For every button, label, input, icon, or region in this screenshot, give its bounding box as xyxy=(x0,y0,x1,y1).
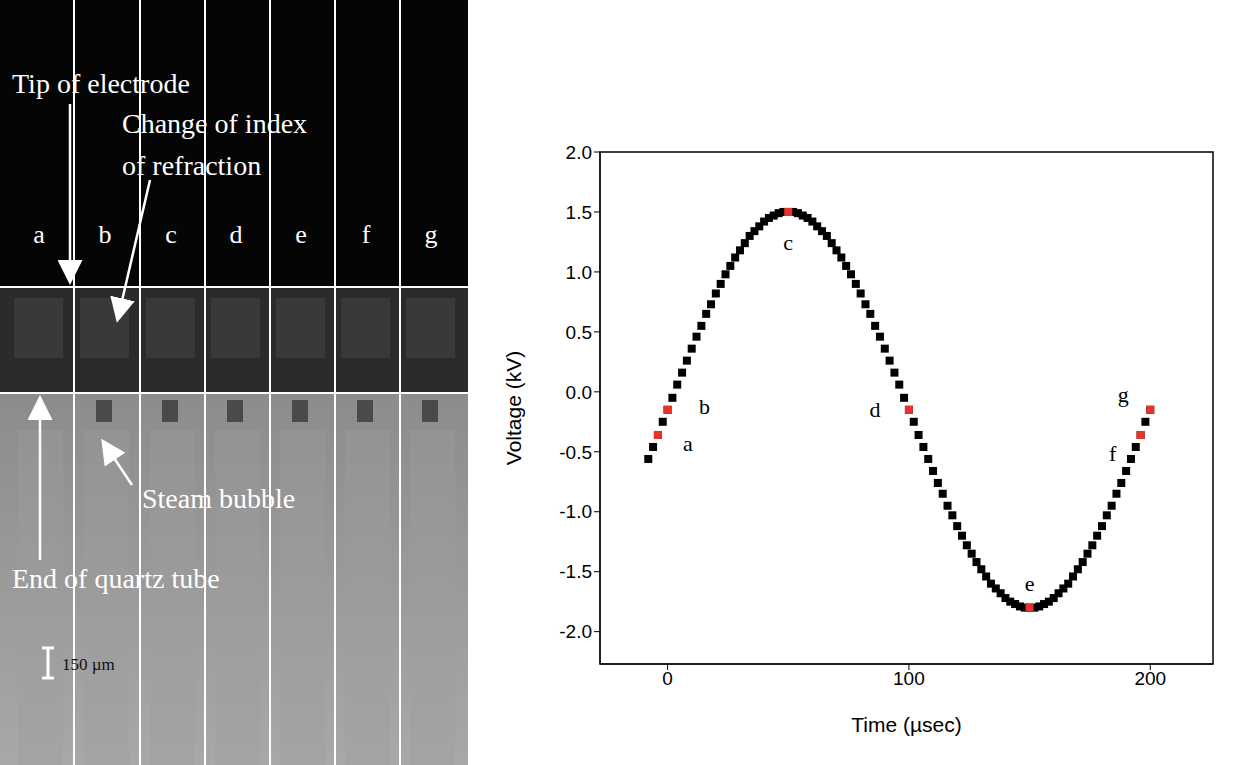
svg-text:0.5: 0.5 xyxy=(566,322,592,343)
svg-text:d: d xyxy=(869,397,880,422)
svg-text:0: 0 xyxy=(662,668,673,689)
svg-text:200: 200 xyxy=(1134,668,1166,689)
svg-text:e: e xyxy=(295,220,307,249)
svg-text:-1.0: -1.0 xyxy=(559,501,592,522)
svg-text:Voltage (kV): Voltage (kV) xyxy=(502,351,525,465)
svg-text:-0.5: -0.5 xyxy=(559,442,592,463)
svg-text:e: e xyxy=(1025,571,1035,596)
svg-text:End of quartz tube: End of quartz tube xyxy=(12,563,220,594)
svg-text:b: b xyxy=(99,220,112,249)
svg-text:1.5: 1.5 xyxy=(566,202,592,223)
svg-text:f: f xyxy=(1109,441,1117,466)
svg-text:-1.5: -1.5 xyxy=(559,561,592,582)
svg-text:g: g xyxy=(425,220,438,249)
svg-text:c: c xyxy=(783,230,793,255)
svg-text:100: 100 xyxy=(893,668,925,689)
svg-text:Change of index: Change of index xyxy=(122,108,307,139)
svg-text:150 µm: 150 µm xyxy=(62,655,115,674)
svg-text:g: g xyxy=(1118,382,1129,407)
svg-text:0.0: 0.0 xyxy=(566,382,592,403)
svg-text:b: b xyxy=(699,394,710,419)
svg-text:-2.0: -2.0 xyxy=(559,621,592,642)
svg-text:2.0: 2.0 xyxy=(566,142,592,163)
svg-text:Steam bubble: Steam bubble xyxy=(142,483,295,514)
svg-text:a: a xyxy=(683,431,693,456)
svg-text:f: f xyxy=(362,220,371,249)
svg-text:1.0: 1.0 xyxy=(566,262,592,283)
svg-text:Time (µsec): Time (µsec) xyxy=(851,713,962,736)
svg-text:Tip of electrode: Tip of electrode xyxy=(12,68,190,99)
svg-text:of refraction: of refraction xyxy=(122,150,261,181)
svg-text:d: d xyxy=(230,220,243,249)
svg-text:c: c xyxy=(165,220,177,249)
svg-text:a: a xyxy=(33,220,45,249)
